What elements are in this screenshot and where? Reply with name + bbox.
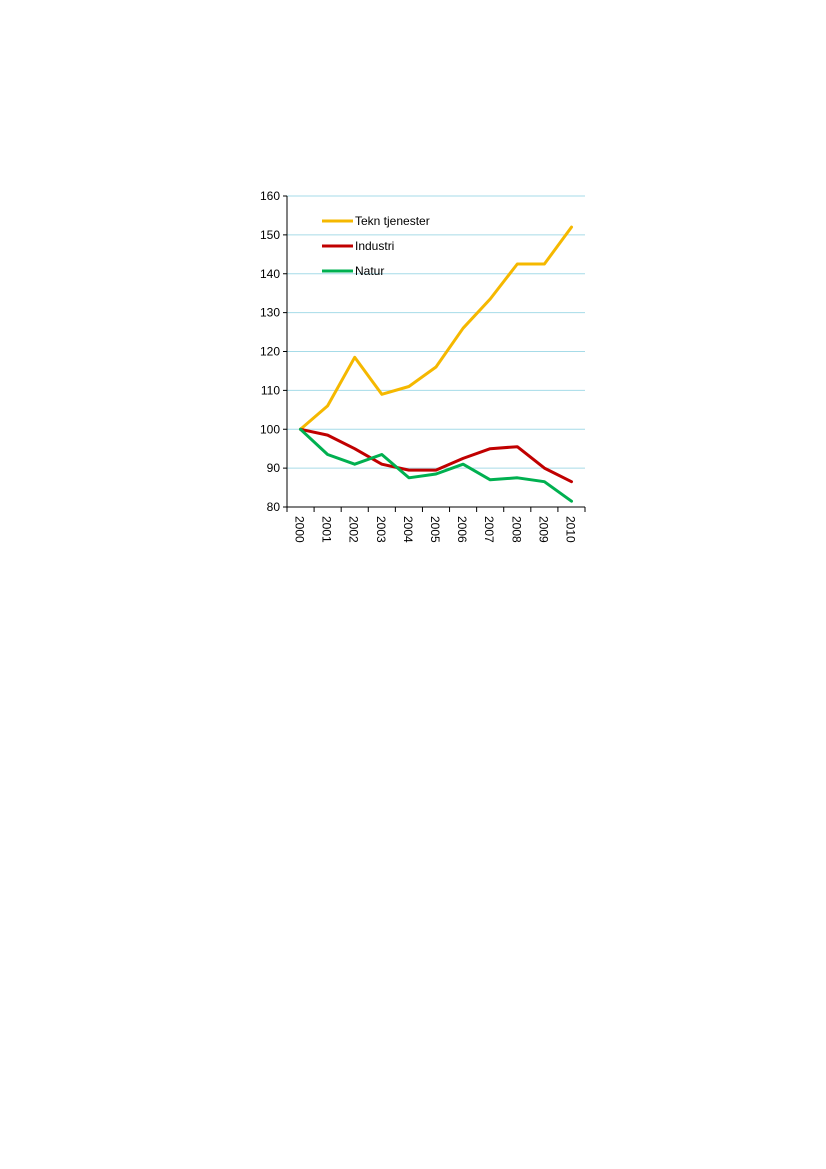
x-tick-label: 2002 — [347, 516, 361, 543]
x-tick-label: 2005 — [428, 516, 442, 543]
x-axis-tick-labels: 2000 2001 2002 2003 2004 2005 2006 2007 2008 2009… — [293, 516, 578, 543]
x-tick-label: 2003 — [374, 516, 388, 543]
gridlines — [287, 195, 585, 469]
x-tick-label: 2008 — [509, 516, 523, 543]
x-tick-label: 2000 — [293, 516, 307, 543]
y-tick-label: 110 — [261, 383, 280, 397]
y-axis-tick-labels: 80 90 100 110 120 130 140 150 160 — [260, 189, 280, 514]
y-tick-label: 160 — [260, 189, 280, 203]
series-line-1 — [299, 427, 573, 484]
series-line-0 — [299, 225, 573, 431]
y-tick-label: 120 — [260, 345, 280, 359]
legend-label: Industri — [355, 239, 394, 253]
x-tick-label: 2001 — [320, 516, 334, 543]
legend-label: Tekn tjenester — [355, 214, 430, 228]
x-tick-label: 2004 — [401, 516, 415, 543]
x-tick-label: 2007 — [482, 516, 496, 543]
series-lines — [299, 225, 573, 503]
y-tick-label: 90 — [267, 461, 281, 475]
y-tick-label: 100 — [260, 422, 280, 436]
y-tick-label: 80 — [267, 500, 281, 514]
x-tick-label: 2006 — [455, 516, 469, 543]
y-tick-label: 150 — [260, 228, 280, 242]
legend: Tekn tjenester Industri Natur — [322, 214, 430, 278]
axes — [283, 195, 586, 512]
y-tick-label: 130 — [260, 306, 280, 320]
series-line-2 — [299, 427, 573, 503]
legend-label: Natur — [355, 264, 384, 278]
x-tick-label: 2010 — [563, 516, 577, 543]
x-tick-label: 2009 — [536, 516, 550, 543]
y-tick-label: 140 — [260, 267, 280, 281]
